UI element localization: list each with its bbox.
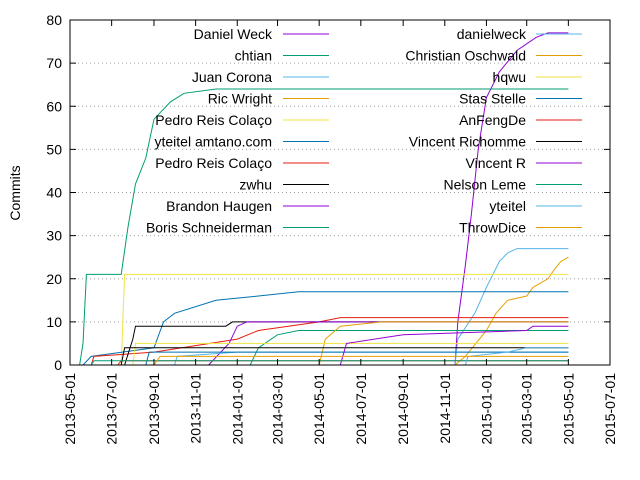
- y-tick-label: 70: [46, 55, 62, 71]
- legend-entry: chtian: [235, 48, 329, 64]
- legend-entry: Christian Oschwald: [405, 48, 582, 64]
- legend-label: Pedro Reis Colaço: [155, 112, 272, 128]
- legend-label: ThrowDice: [459, 220, 526, 236]
- y-tick-label: 80: [46, 12, 62, 28]
- x-tick-label: 2015-05-01: [560, 373, 576, 445]
- legend-entry: AnFengDe: [459, 112, 582, 128]
- x-tick-label: 2014-09-01: [395, 373, 411, 445]
- x-tick-label: 2014-03-01: [270, 373, 286, 445]
- y-tick-label: 20: [46, 271, 62, 287]
- y-tick-label: 60: [46, 98, 62, 114]
- series-line-10: [249, 330, 569, 366]
- legend: Daniel Weck chtian Juan Corona Ric Wright Pe…: [146, 26, 582, 236]
- legend-label: danielweck: [457, 26, 527, 42]
- series-line-4: [454, 256, 569, 366]
- x-tick-label: 2013-09-01: [146, 373, 162, 445]
- x-tick-label: 2014-05-01: [311, 373, 327, 445]
- series-line-1: [454, 32, 569, 366]
- y-tick-label: 30: [46, 228, 62, 244]
- legend-label: yteitel amtano.com: [155, 134, 273, 150]
- series-line-13: [132, 342, 569, 366]
- legend-label: Nelson Leme: [444, 177, 527, 193]
- legend-entry: Daniel Weck: [194, 26, 329, 42]
- y-tick-label: 0: [54, 357, 62, 373]
- x-axis: 2013-05-01 2013-07-01 2013-09-01 2013-11-01…: [62, 20, 618, 445]
- x-tick-label: 2013-07-01: [104, 373, 120, 445]
- legend-entry: danielweck: [457, 26, 582, 42]
- y-tick-label: 50: [46, 141, 62, 157]
- legend-entry: Pedro Reis Colaço: [155, 112, 329, 128]
- legend-label: Daniel Weck: [194, 26, 273, 42]
- legend-label: AnFengDe: [459, 112, 526, 128]
- x-tick-label: 2015-07-01: [602, 373, 618, 445]
- legend-label: Christian Oschwald: [405, 48, 526, 64]
- x-tick-label: 2013-11-01: [188, 373, 204, 444]
- legend-label: Brandon Haugen: [166, 198, 272, 214]
- legend-entry: Pedro Reis Colaço: [155, 155, 329, 171]
- legend-label: Juan Corona: [192, 69, 272, 85]
- x-tick-label: 2015-03-01: [519, 373, 535, 445]
- grid-lines: [70, 62, 610, 323]
- series-line-7: [90, 317, 569, 366]
- series-line-9: [208, 321, 569, 366]
- series-line-15: [117, 360, 569, 366]
- series-line-11: [174, 351, 569, 366]
- legend-entry: Vincent Richomme: [409, 134, 582, 150]
- legend-label: hqwu: [493, 69, 526, 85]
- legend-label: chtian: [235, 48, 272, 64]
- series-line-6: [82, 291, 569, 366]
- series-line-16: [120, 347, 569, 366]
- x-tick-label: 2013-05-01: [62, 373, 78, 445]
- x-tick-label: 2015-01-01: [478, 373, 494, 445]
- series-line-17: [339, 325, 569, 366]
- legend-entry: yteitel: [489, 198, 582, 214]
- legend-label: Stas Stelle: [459, 91, 526, 107]
- series-line-2: [79, 88, 569, 366]
- legend-label: Pedro Reis Colaço: [155, 155, 272, 171]
- x-tick-label: 2014-01-01: [229, 373, 245, 445]
- legend-entry: Boris Schneiderman: [146, 220, 329, 236]
- legend-entry: Vincent R: [466, 155, 582, 171]
- legend-entry: yteitel amtano.com: [155, 134, 329, 150]
- legend-entry: ThrowDice: [459, 220, 582, 236]
- legend-entry: Juan Corona: [192, 69, 329, 85]
- legend-label: yteitel: [489, 198, 526, 214]
- legend-label: Ric Wright: [208, 91, 272, 107]
- legend-label: zwhu: [239, 177, 272, 193]
- series-line-18: [90, 360, 569, 366]
- y-tick-label: 10: [46, 314, 62, 330]
- series-line-5: [120, 273, 569, 366]
- x-tick-label: 2014-07-01: [353, 373, 369, 445]
- legend-entry: Ric Wright: [208, 91, 329, 107]
- y-axis-label: Commits: [7, 165, 23, 220]
- x-tick-label: 2014-11-01: [437, 373, 453, 444]
- legend-entry: zwhu: [239, 177, 329, 193]
- series-line-19: [464, 347, 569, 366]
- legend-entry: hqwu: [493, 69, 582, 85]
- legend-label: Boris Schneiderman: [146, 220, 272, 236]
- legend-entry: Nelson Leme: [444, 177, 582, 193]
- series-line-20: [153, 355, 569, 366]
- legend-label: Vincent Richomme: [409, 134, 526, 150]
- legend-label: Vincent R: [466, 155, 526, 171]
- y-tick-label: 40: [46, 185, 62, 201]
- legend-entry: Brandon Haugen: [166, 198, 329, 214]
- series-lines: [79, 32, 569, 366]
- y-axis: 0 10 20 30 40 50 60 70 80: [46, 12, 610, 373]
- legend-entry: Stas Stelle: [459, 91, 582, 107]
